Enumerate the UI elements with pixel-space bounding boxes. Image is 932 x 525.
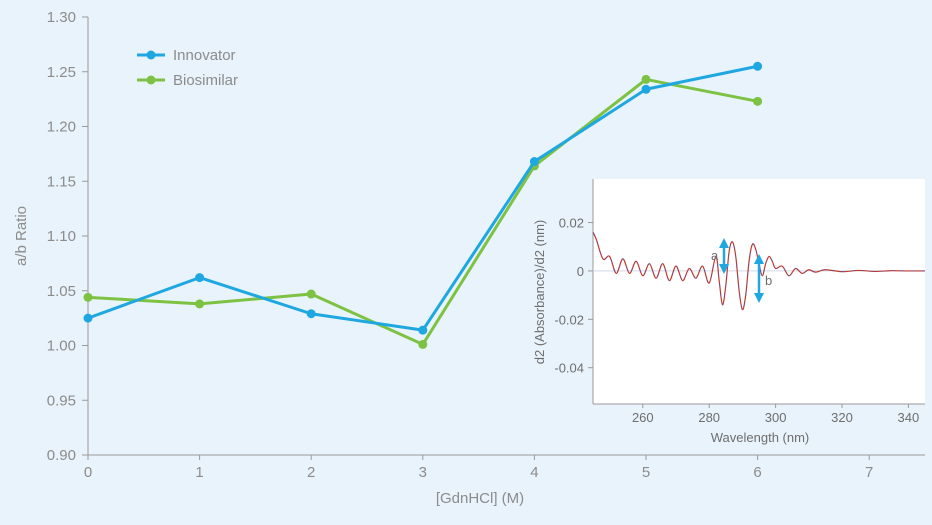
- main-x-axis-label: [GdnHCl] (M): [436, 490, 524, 507]
- inset-y-tick-label: 0.02: [559, 216, 584, 231]
- legend-marker-innovator: [146, 50, 156, 60]
- annotation-arrow-a: [719, 238, 729, 274]
- inset-x-ticks: 260 280 300 320 340: [632, 404, 919, 425]
- main-y-tick-label: 1.10: [47, 228, 76, 245]
- data-point-innovator: [83, 313, 93, 323]
- main-y-tick-label: 0.95: [47, 392, 76, 409]
- main-x-tick-label: 5: [642, 464, 650, 481]
- data-point-biosimilar: [753, 96, 763, 106]
- main-x-tick-label: 1: [195, 464, 203, 481]
- data-point-biosimilar: [83, 292, 93, 302]
- annotation-label-b: b: [765, 273, 772, 288]
- data-point-biosimilar: [306, 289, 316, 299]
- inset-x-tick-label: 320: [831, 410, 853, 425]
- legend-marker-biosimilar: [146, 75, 156, 85]
- inset-x-tick-label: 300: [765, 410, 787, 425]
- inset-x-tick-label: 280: [698, 410, 720, 425]
- arrow-b-head-down: [754, 293, 764, 303]
- annotation-label-a: a: [711, 248, 719, 263]
- data-point-innovator: [641, 84, 651, 94]
- inset-y-tick-label: -0.02: [554, 312, 584, 327]
- main-y-tick-label: 1.00: [47, 338, 76, 355]
- main-series-group: [83, 61, 763, 349]
- data-point-biosimilar: [641, 74, 651, 84]
- main-x-tick-label: 4: [530, 464, 538, 481]
- data-point-biosimilar: [418, 339, 428, 349]
- inset-x-axis-label: Wavelength (nm): [711, 430, 810, 445]
- data-point-biosimilar: [195, 299, 205, 309]
- legend-label-innovator: Innovator: [173, 47, 236, 64]
- inset-y-ticks: 0.02 0 -0.02 -0.04: [554, 216, 593, 376]
- legend-label-biosimilar: Biosimilar: [173, 72, 238, 89]
- main-y-ticks: 0.90 0.95 1.00 1.05 1.10 1.15 1.20 1.25 1.30: [47, 9, 88, 464]
- main-y-tick-label: 1.30: [47, 9, 76, 26]
- arrow-a-head-up: [719, 238, 729, 248]
- main-x-tick-label: 3: [419, 464, 427, 481]
- arrow-a-head-down: [719, 264, 729, 274]
- main-x-tick-label: 7: [865, 464, 873, 481]
- inset-x-tick-label: 260: [632, 410, 654, 425]
- inset-chart: 0.02 0 -0.02 -0.04 260 280 300 320 340 Waveleng…: [532, 179, 926, 445]
- inset-spectrum-overlay-line: [592, 232, 926, 310]
- data-point-innovator: [306, 309, 316, 319]
- arrow-b-head-up: [754, 254, 764, 264]
- inset-x-tick-label: 340: [898, 410, 920, 425]
- inset-y-tick-label: 0: [577, 264, 584, 279]
- annotation-arrow-b: [754, 254, 764, 303]
- main-x-tick-label: 0: [84, 464, 92, 481]
- main-y-tick-label: 1.20: [47, 119, 76, 136]
- main-y-tick-label: 1.15: [47, 173, 76, 190]
- main-x-ticks: 0 1 2 3 4 5 6 7: [84, 455, 873, 481]
- main-y-tick-label: 1.25: [47, 64, 76, 81]
- main-x-tick-label: 6: [753, 464, 761, 481]
- data-point-innovator: [195, 273, 205, 283]
- main-y-tick-label: 0.90: [47, 447, 76, 464]
- data-point-innovator: [529, 157, 539, 167]
- data-point-innovator: [418, 325, 428, 335]
- main-x-tick-label: 2: [307, 464, 315, 481]
- main-y-tick-label: 1.05: [47, 283, 76, 300]
- inset-y-axis-label: d2 (Absorbance)/d2 (nm): [532, 220, 547, 365]
- main-y-axis-label: a/b Ratio: [13, 206, 30, 266]
- inset-y-tick-label: -0.04: [554, 361, 584, 376]
- legend: Innovator Biosimilar: [137, 47, 238, 89]
- data-point-innovator: [753, 61, 763, 71]
